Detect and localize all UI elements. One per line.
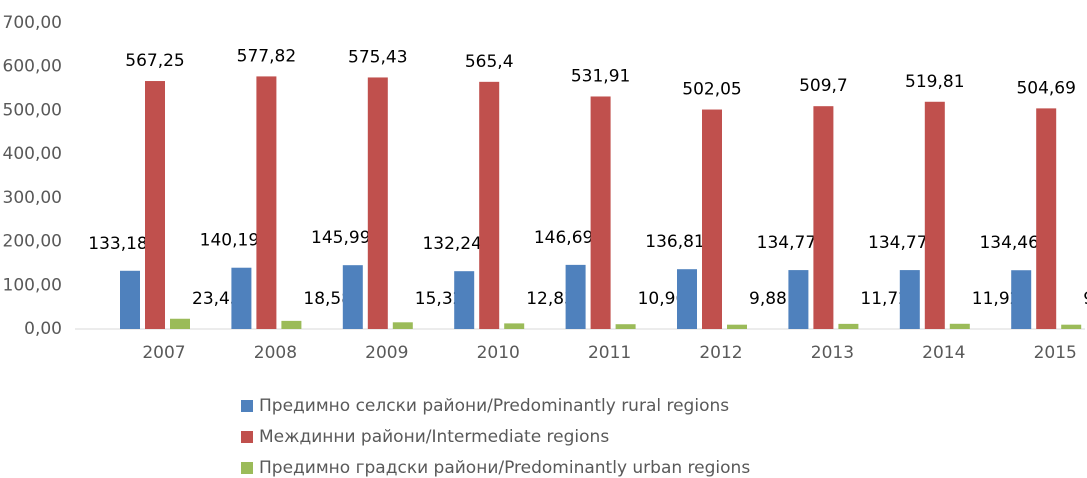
data-label: 15,32: [415, 289, 464, 309]
data-label: 575,43: [348, 47, 407, 67]
bar: [281, 320, 302, 329]
bar: [231, 267, 252, 329]
bar: [256, 76, 277, 329]
bar: [392, 322, 413, 329]
y-tick-label: 200,00: [3, 232, 62, 252]
data-label: 136,81: [645, 232, 704, 252]
bar: [120, 270, 140, 329]
bar: [454, 271, 475, 329]
bar: [479, 81, 500, 329]
bar: [590, 96, 611, 329]
data-label: 134,46: [979, 233, 1038, 253]
legend-swatch: [241, 462, 253, 474]
data-label: 23,45: [192, 289, 241, 309]
data-label: 531,91: [571, 66, 630, 86]
bar: [342, 265, 363, 329]
bar: [677, 269, 697, 329]
data-label: 146,69: [534, 228, 593, 248]
data-label: 145,99: [311, 228, 370, 248]
legend-label: Предимно селски райони/Predominantly rur…: [259, 396, 729, 416]
bar: [1061, 324, 1082, 329]
bar: [727, 324, 747, 329]
bar: [1011, 270, 1032, 329]
y-tick-label: 500,00: [3, 100, 62, 120]
data-label: 9,88: [1083, 289, 1087, 309]
data-label: 565,4: [465, 52, 514, 72]
x-tick-label: 2014: [922, 343, 965, 363]
data-label: 134,77: [757, 233, 816, 253]
bar: [838, 323, 859, 329]
data-label: 504,69: [1016, 78, 1075, 98]
data-label: 10,96: [638, 289, 687, 309]
bar: [367, 77, 388, 329]
y-tick-label: 0,00: [24, 319, 62, 339]
bar: [899, 270, 920, 329]
y-tick-label: 100,00: [3, 275, 62, 295]
data-label: 11,72: [860, 289, 909, 309]
data-label: 18,58: [303, 289, 352, 309]
bar: [702, 109, 722, 329]
x-tick-label: 2008: [254, 343, 297, 363]
data-label: 12,83: [526, 289, 575, 309]
y-tick-label: 300,00: [3, 188, 62, 208]
bar: [924, 101, 945, 329]
x-tick-label: 2012: [699, 343, 742, 363]
data-label: 132,24: [422, 234, 481, 254]
y-tick-label: 400,00: [3, 144, 62, 164]
bar: [565, 264, 586, 329]
bar: [788, 270, 809, 329]
data-label: 140,19: [200, 231, 259, 251]
y-tick-label: 600,00: [3, 57, 62, 77]
data-label: 519,81: [905, 72, 964, 92]
data-label: 567,25: [125, 51, 184, 71]
legend-swatch: [241, 431, 253, 443]
y-tick-label: 700,00: [3, 13, 62, 33]
data-label: 11,92: [972, 289, 1021, 309]
bar: [949, 323, 970, 329]
legend-label: Предимно градски райони/Predominantly ur…: [259, 458, 750, 478]
x-tick-label: 2009: [365, 343, 408, 363]
bar: [504, 323, 525, 329]
x-tick-label: 2015: [1034, 343, 1077, 363]
data-label: 134,77: [868, 233, 927, 253]
x-tick-label: 2007: [142, 343, 185, 363]
bar: [813, 106, 834, 329]
legend-swatch: [241, 400, 253, 412]
data-label: 9,88: [749, 289, 787, 309]
x-tick-label: 2013: [811, 343, 854, 363]
bar: [1036, 108, 1057, 329]
bar: [615, 324, 636, 329]
bar: [170, 318, 190, 329]
data-label: 577,82: [237, 46, 296, 66]
data-label: 509,7: [799, 76, 848, 96]
data-label: 133,18: [88, 234, 147, 254]
x-tick-label: 2011: [588, 343, 631, 363]
x-tick-label: 2010: [477, 343, 520, 363]
legend-label: Междинни райони/Intermediate regions: [259, 427, 609, 447]
data-label: 502,05: [682, 80, 741, 100]
bar: [145, 81, 165, 329]
